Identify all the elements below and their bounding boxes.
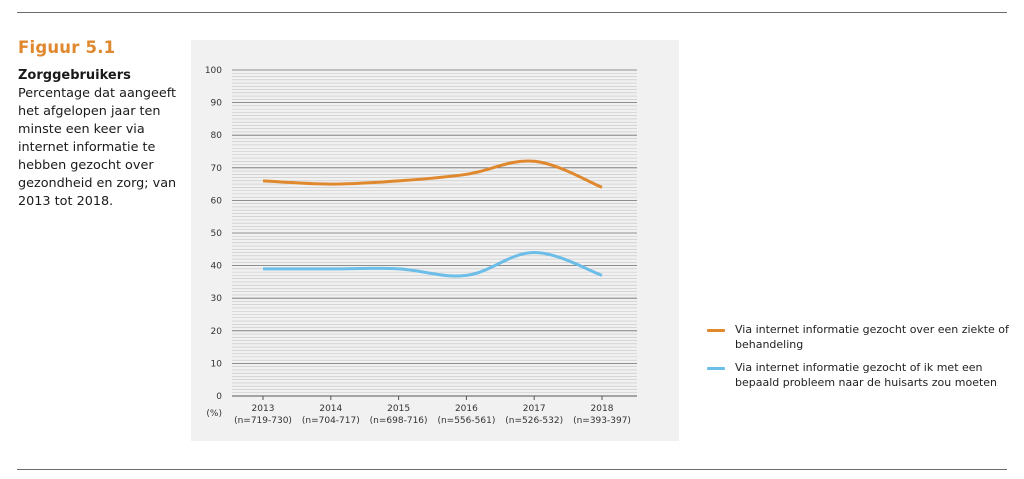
chart-legend: Via internet informatie gezocht over een… (707, 322, 1017, 398)
x-tick-label: 2013 (252, 404, 275, 414)
x-tick-sublabel: (n=393-397) (573, 416, 631, 426)
x-tick-label: 2017 (523, 404, 546, 414)
y-tick-label: 70 (211, 164, 223, 174)
series-line-1 (262, 159, 603, 189)
y-tick-labels: 0 10 20 30 40 50 60 70 80 90 100 (%) (205, 66, 222, 419)
figure-caption: Figuur 5.1 Zorggebruikers Percentage dat… (18, 38, 178, 211)
x-tick-label: 2016 (455, 404, 478, 414)
x-tick-sublabel: (n=556-561) (437, 416, 495, 426)
x-tick-sublabel: (n=704-717) (302, 416, 360, 426)
top-rule (17, 12, 1007, 13)
legend-label: Via internet informatie gezocht of ik me… (735, 361, 998, 389)
legend-label: Via internet informatie gezocht over een… (735, 323, 1009, 351)
y-tick-label: 100 (205, 66, 222, 76)
x-tick-label: 2018 (591, 404, 614, 414)
x-tick-label: 2014 (319, 404, 342, 414)
y-tick-label: 0 (216, 392, 222, 402)
y-tick-label: 60 (211, 196, 223, 206)
y-axis-unit-label: (%) (206, 409, 222, 419)
y-tick-label: 30 (211, 294, 223, 304)
y-tick-label: 40 (211, 262, 223, 272)
x-tick-labels: 2013 (n=719-730) 2014 (n=704-717) 2015 (n=698… (234, 404, 631, 426)
legend-item-2: Via internet informatie gezocht of ik me… (707, 360, 1017, 390)
bottom-rule (17, 469, 1007, 470)
chart-panel: 0 10 20 30 40 50 60 70 80 90 100 (%) 2013 (n=719-730… (191, 40, 679, 441)
figure-description: Percentage dat aangeeft het afgelopen ja… (18, 86, 177, 209)
gridlines (232, 69, 637, 394)
y-tick-label: 20 (211, 327, 223, 337)
x-tick-label: 2015 (387, 404, 410, 414)
line-chart: 0 10 20 30 40 50 60 70 80 90 100 (%) 2013 (n=719-730… (205, 66, 637, 426)
legend-swatch (707, 367, 725, 370)
legend-item-1: Via internet informatie gezocht over een… (707, 322, 1017, 352)
x-tick-sublabel: (n=719-730) (234, 416, 292, 426)
axes (232, 395, 637, 400)
legend-swatch (707, 329, 725, 332)
y-tick-label: 50 (211, 229, 223, 239)
figure-label: Figuur 5.1 (18, 38, 116, 57)
x-tick-sublabel: (n=526-532) (505, 416, 563, 426)
x-tick-sublabel: (n=698-716) (370, 416, 428, 426)
y-tick-label: 10 (211, 359, 223, 369)
figure-title: Zorggebruikers (18, 68, 131, 83)
y-tick-label: 80 (211, 131, 223, 141)
y-tick-label: 90 (211, 99, 223, 109)
series-line-2 (263, 251, 603, 278)
series-lines (262, 159, 603, 278)
